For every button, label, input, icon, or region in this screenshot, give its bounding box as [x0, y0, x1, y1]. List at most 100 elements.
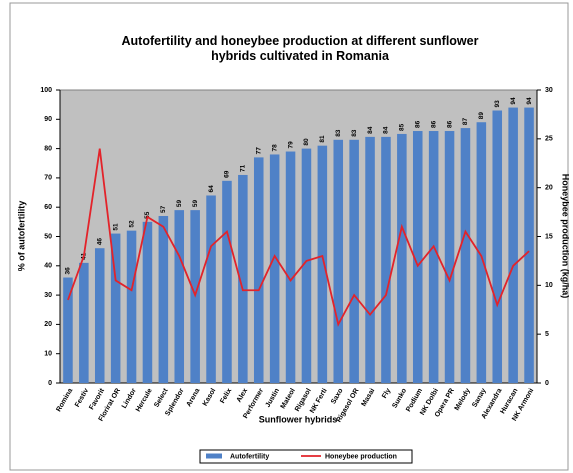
data-label: 71 [240, 164, 247, 172]
bar [412, 131, 423, 383]
bar [285, 151, 296, 383]
data-label: 79 [287, 141, 294, 149]
data-label: 64 [208, 185, 215, 193]
data-label: 83 [335, 129, 342, 137]
y-tick-label: 70 [44, 175, 52, 182]
bar [79, 262, 89, 383]
x-tick-label: Fly [381, 387, 392, 399]
data-label: 59 [192, 200, 199, 208]
data-label: 84 [383, 126, 390, 134]
data-label: 83 [351, 129, 358, 137]
x-tick-label: Alex [236, 387, 250, 403]
bar [317, 145, 328, 383]
y-tick-label: 10 [44, 351, 52, 358]
bar [238, 174, 248, 383]
bar [253, 157, 264, 383]
chart-title: Autofertility and honeybee production at… [121, 34, 479, 63]
bar [110, 233, 121, 383]
bar [269, 154, 280, 383]
bar [524, 107, 534, 383]
data-label: 36 [65, 267, 72, 275]
y-tick-label: 20 [44, 321, 52, 328]
x-tick-label: Kasol [202, 387, 218, 407]
y2-tick-label: 30 [545, 87, 553, 94]
y-axis-label: % of autofertility [16, 201, 26, 272]
bar [333, 139, 344, 383]
x-tick-label: Lindor [121, 387, 138, 410]
data-label: 81 [319, 135, 326, 143]
bar [508, 107, 518, 383]
x-tick-label: Sunko [391, 387, 408, 409]
y-tick-label: 50 [44, 233, 52, 240]
bar [301, 148, 312, 383]
line [67, 148, 530, 327]
x-tick-label: Hercule [135, 387, 154, 413]
legend-label: Autofertility [230, 453, 269, 460]
bar [126, 230, 137, 383]
bar [174, 210, 185, 383]
x-axis-label: Sunflower hybrids [259, 414, 338, 424]
y2-tick-label: 20 [545, 185, 553, 192]
data-label: 46 [96, 238, 103, 246]
x-tick-label: Justin [265, 387, 281, 408]
data-label: 77 [255, 147, 262, 155]
data-label: 59 [176, 200, 183, 208]
data-label: 69 [224, 170, 231, 178]
data-label: 78 [271, 144, 278, 152]
x-tick-label: Melody [454, 387, 472, 411]
data-label: 94 [526, 97, 533, 105]
legend-label: Honeybee production [325, 453, 397, 460]
y2-tick-label: 25 [545, 136, 553, 143]
y2-tick-label: 0 [545, 380, 549, 387]
y-tick-label: 0 [48, 380, 52, 387]
y-tick-label: 90 [44, 116, 52, 123]
y-tick-label: 100 [40, 87, 52, 94]
x-tick-label: Felix [219, 387, 233, 404]
data-label: 89 [478, 112, 485, 120]
frame [9, 2, 569, 471]
y2-tick-label: 15 [545, 233, 553, 240]
data-label: 87 [462, 117, 469, 125]
y2-tick-label: 10 [545, 282, 553, 289]
data-label: 80 [303, 138, 310, 146]
bar [476, 122, 487, 383]
bar [158, 215, 169, 383]
data-label: 85 [399, 123, 406, 131]
bar [444, 131, 455, 383]
bar [206, 195, 216, 383]
bar [397, 133, 407, 383]
bar [460, 128, 471, 383]
bar [222, 180, 232, 383]
y-tick-label: 30 [44, 292, 52, 299]
data-label: 93 [494, 100, 501, 108]
data-label: 84 [367, 126, 374, 134]
y2-tick-label: 5 [545, 331, 549, 338]
x-tick-label: Festiv [74, 387, 90, 408]
data-label: 86 [414, 120, 421, 128]
bar [349, 139, 359, 383]
bar [492, 110, 503, 383]
x-tick-label: Masai [361, 387, 377, 407]
x-tick-label: Mateol [280, 387, 297, 410]
legend-swatch [206, 453, 222, 459]
x-tick-label: Sanay [471, 387, 487, 408]
data-label: 86 [430, 120, 437, 128]
bar [365, 136, 375, 383]
data-label: 51 [112, 223, 119, 231]
data-label: 52 [128, 220, 135, 228]
y-tick-label: 60 [44, 204, 52, 211]
x-tick-label: Select [153, 387, 170, 409]
plot-area [59, 89, 538, 384]
y-tick-label: 40 [44, 263, 52, 270]
bar [142, 221, 153, 383]
bar [94, 248, 105, 383]
x-tick-label: Romina [55, 387, 74, 413]
y2-axis-label: Honeybee production (kg/ha) [561, 174, 571, 299]
bar [63, 277, 73, 383]
bar [381, 136, 391, 383]
bar [428, 131, 439, 383]
x-tick-label: Saxo [330, 387, 344, 405]
data-label: 94 [510, 97, 517, 105]
